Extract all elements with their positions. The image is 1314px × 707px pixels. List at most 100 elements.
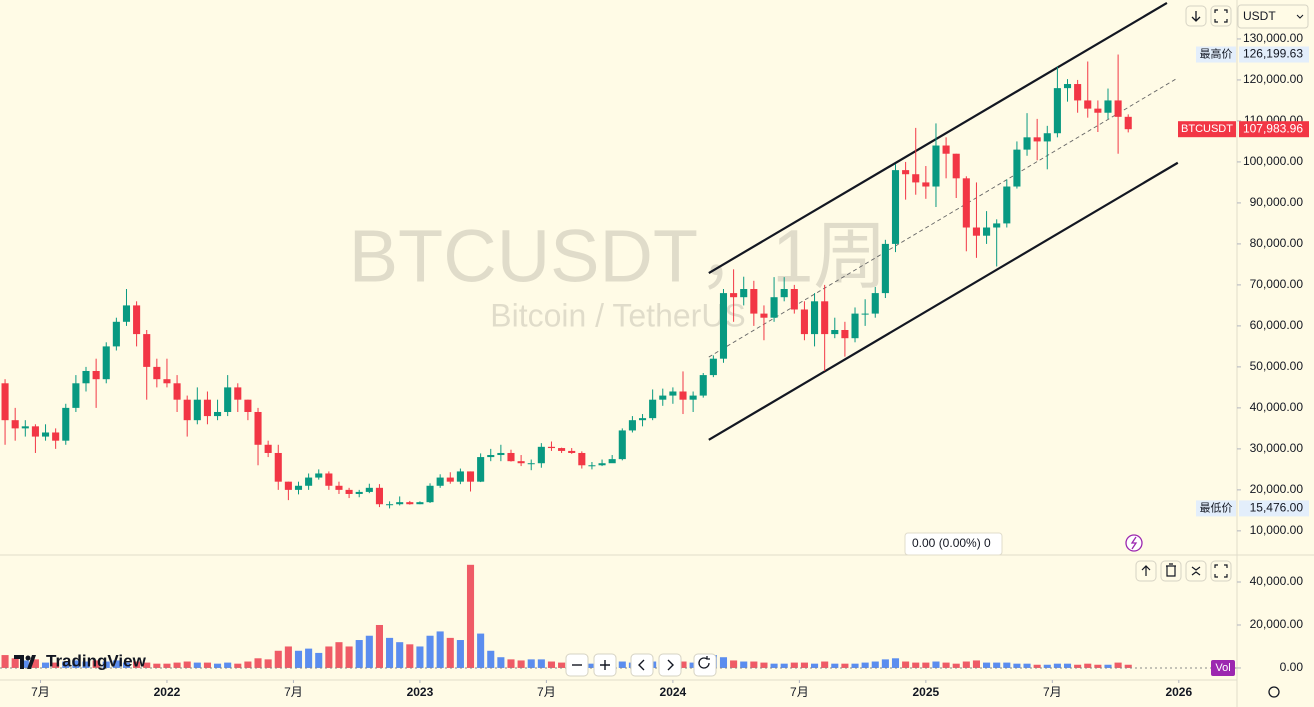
reset-button[interactable] (1210, 5, 1232, 27)
volume-bar (1104, 664, 1112, 668)
candle-body (821, 301, 829, 335)
candle-body (618, 430, 626, 460)
volume-bar (487, 650, 495, 668)
candle-body (477, 457, 485, 482)
candle-body (993, 223, 1001, 228)
scroll-right-button[interactable] (658, 653, 682, 677)
volume-bar (740, 661, 748, 668)
candle-body (1043, 133, 1051, 142)
x-tick-label: 2024 (660, 685, 687, 699)
x-tick-label: 7月 (1043, 685, 1062, 699)
candle-body (861, 313, 869, 315)
candle-body (800, 309, 808, 335)
volume-bar (406, 644, 414, 668)
volume-bar (1003, 662, 1011, 668)
volume-bar (993, 662, 1001, 668)
status-box (904, 532, 1003, 556)
volume-bar (689, 662, 697, 668)
volume-label-box (1211, 660, 1235, 676)
candle-body (689, 395, 697, 400)
volume-bar (365, 635, 373, 668)
candle-body (699, 375, 707, 396)
volume-bar (112, 660, 120, 668)
volume-bar (831, 663, 839, 668)
candle-body (537, 446, 545, 464)
volume-bar (214, 663, 222, 668)
volume-bar (82, 661, 90, 668)
price-marker-box (1196, 500, 1236, 517)
logo-mark (14, 655, 36, 669)
candle-body (638, 418, 647, 421)
candle-body (649, 399, 657, 419)
candle-body (224, 387, 232, 412)
candle-body (305, 477, 313, 486)
last-price-symbol-box (1178, 121, 1236, 138)
candle-body (21, 426, 29, 429)
candle-body (1023, 137, 1031, 150)
left-icon (638, 659, 645, 671)
settings-icon[interactable] (1268, 686, 1280, 698)
candle-body (254, 411, 262, 445)
candle-body (497, 452, 505, 456)
candle-body (214, 411, 222, 417)
candle-body (1063, 84, 1072, 89)
y-tick-label: 30,000.00 (1250, 441, 1304, 455)
collapse-button[interactable] (1185, 560, 1207, 582)
volume-bar (234, 663, 242, 668)
volume-bar (1, 655, 9, 668)
candle-body (325, 473, 333, 486)
candle-body (962, 178, 970, 228)
candle-body (942, 145, 950, 154)
volume-bar (750, 661, 758, 668)
volume-bar (1124, 664, 1132, 668)
volume-bar (618, 661, 626, 668)
volume-bar (335, 642, 343, 668)
price-marker-label: 最高价 (1200, 46, 1233, 60)
volume-bar (122, 662, 131, 668)
volume-bar (203, 662, 211, 668)
y-tick-label: 130,000.00 (1243, 31, 1303, 45)
candle-body (952, 153, 960, 179)
volume-bar (345, 646, 353, 668)
candle-body (315, 473, 323, 478)
candle-body (112, 321, 120, 347)
volume-bar (183, 661, 191, 668)
candle-body (426, 485, 434, 503)
candle-body (1084, 100, 1092, 109)
price-marker-value: 15,476.00 (1250, 501, 1304, 515)
volume-bar (52, 662, 60, 668)
volume-bar (719, 657, 728, 668)
candle-body (274, 452, 282, 482)
candle-body (1, 383, 9, 421)
candle-body (983, 227, 991, 236)
volume-bar (21, 660, 29, 668)
candle-body (406, 502, 414, 505)
volume-bar (1074, 664, 1082, 668)
volume-bar (881, 659, 889, 668)
maximize-button[interactable] (1210, 560, 1232, 582)
volume-bar (173, 662, 181, 668)
candle-body (396, 502, 404, 505)
candle-body (163, 379, 171, 384)
candle-body (294, 485, 303, 490)
candle-body (234, 387, 242, 400)
candle-body (416, 502, 424, 505)
y-tick-label: 50,000.00 (1250, 359, 1304, 373)
volume-bar (386, 637, 394, 668)
y-tick-label: 40,000.00 (1250, 400, 1304, 414)
scroll-left-button[interactable] (630, 653, 654, 677)
candle-body (365, 487, 373, 492)
volume-bar (780, 663, 788, 668)
reset-view-button[interactable] (693, 653, 717, 677)
currency-select[interactable] (1237, 4, 1309, 29)
expand-icon (1214, 9, 1228, 23)
candle-body (780, 289, 788, 298)
volume-bar (891, 658, 900, 668)
candle-body (507, 452, 515, 462)
price-marker-value-box (1239, 500, 1309, 517)
volume-bar (375, 624, 383, 668)
y-tick-label: 10,000.00 (1250, 523, 1304, 537)
up-icon (1141, 565, 1151, 576)
volume-bar (355, 640, 363, 668)
